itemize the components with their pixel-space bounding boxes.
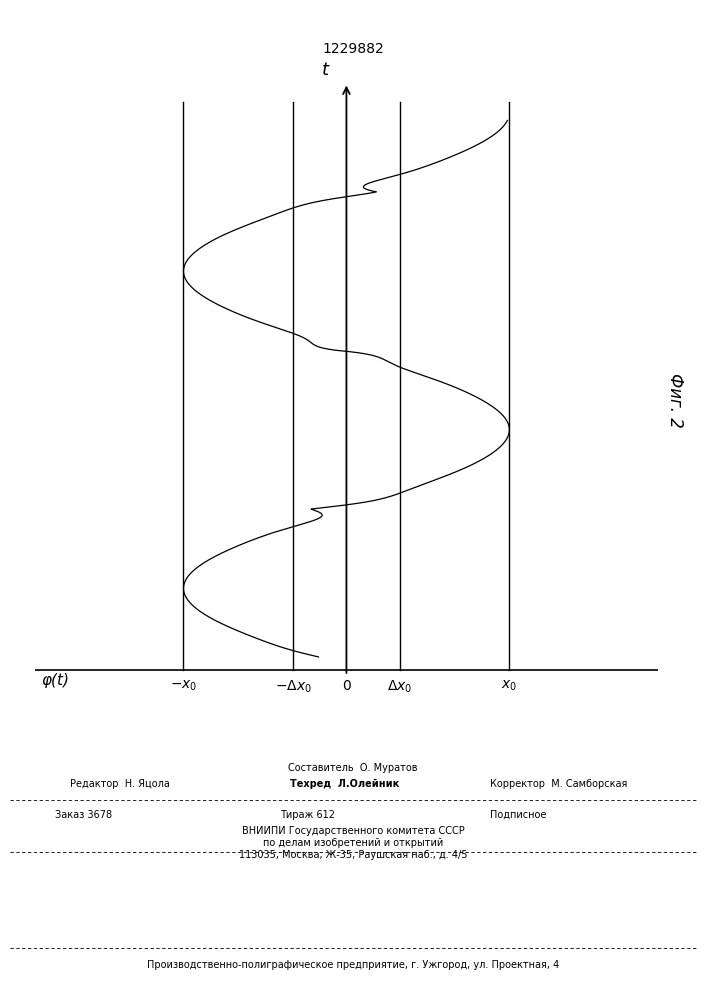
Text: Фиг. 2: Фиг. 2 (666, 373, 684, 427)
Text: Корректор  М. Самборская: Корректор М. Самборская (490, 779, 627, 789)
Text: $\Delta x_0$: $\Delta x_0$ (387, 679, 412, 695)
Text: по делам изобретений и открытий: по делам изобретений и открытий (263, 838, 443, 848)
Text: Редактор  Н. Яцола: Редактор Н. Яцола (70, 779, 170, 789)
Text: Подписное: Подписное (490, 810, 547, 820)
Text: Составитель  О. Муратов: Составитель О. Муратов (288, 763, 418, 773)
Text: Производственно-полиграфическое предприятие, г. Ужгород, ул. Проектная, 4: Производственно-полиграфическое предприя… (147, 960, 559, 970)
Text: 113035, Москва, Ж-35, Раушская наб., д. 4/5: 113035, Москва, Ж-35, Раушская наб., д. … (239, 850, 467, 860)
Text: $x_0$: $x_0$ (501, 679, 518, 693)
Text: $-\Delta x_0$: $-\Delta x_0$ (275, 679, 312, 695)
Text: φ(t): φ(t) (41, 673, 69, 688)
Text: $-x_0$: $-x_0$ (170, 679, 197, 693)
Text: Тираж 612: Тираж 612 (280, 810, 335, 820)
Text: ВНИИПИ Государственного комитета СССР: ВНИИПИ Государственного комитета СССР (242, 826, 464, 836)
Text: Техред  Л.Олейник: Техред Л.Олейник (290, 779, 399, 789)
Text: t: t (322, 61, 329, 79)
Text: 0: 0 (342, 679, 351, 693)
Text: 1229882: 1229882 (322, 42, 385, 56)
Text: Заказ 3678: Заказ 3678 (55, 810, 112, 820)
